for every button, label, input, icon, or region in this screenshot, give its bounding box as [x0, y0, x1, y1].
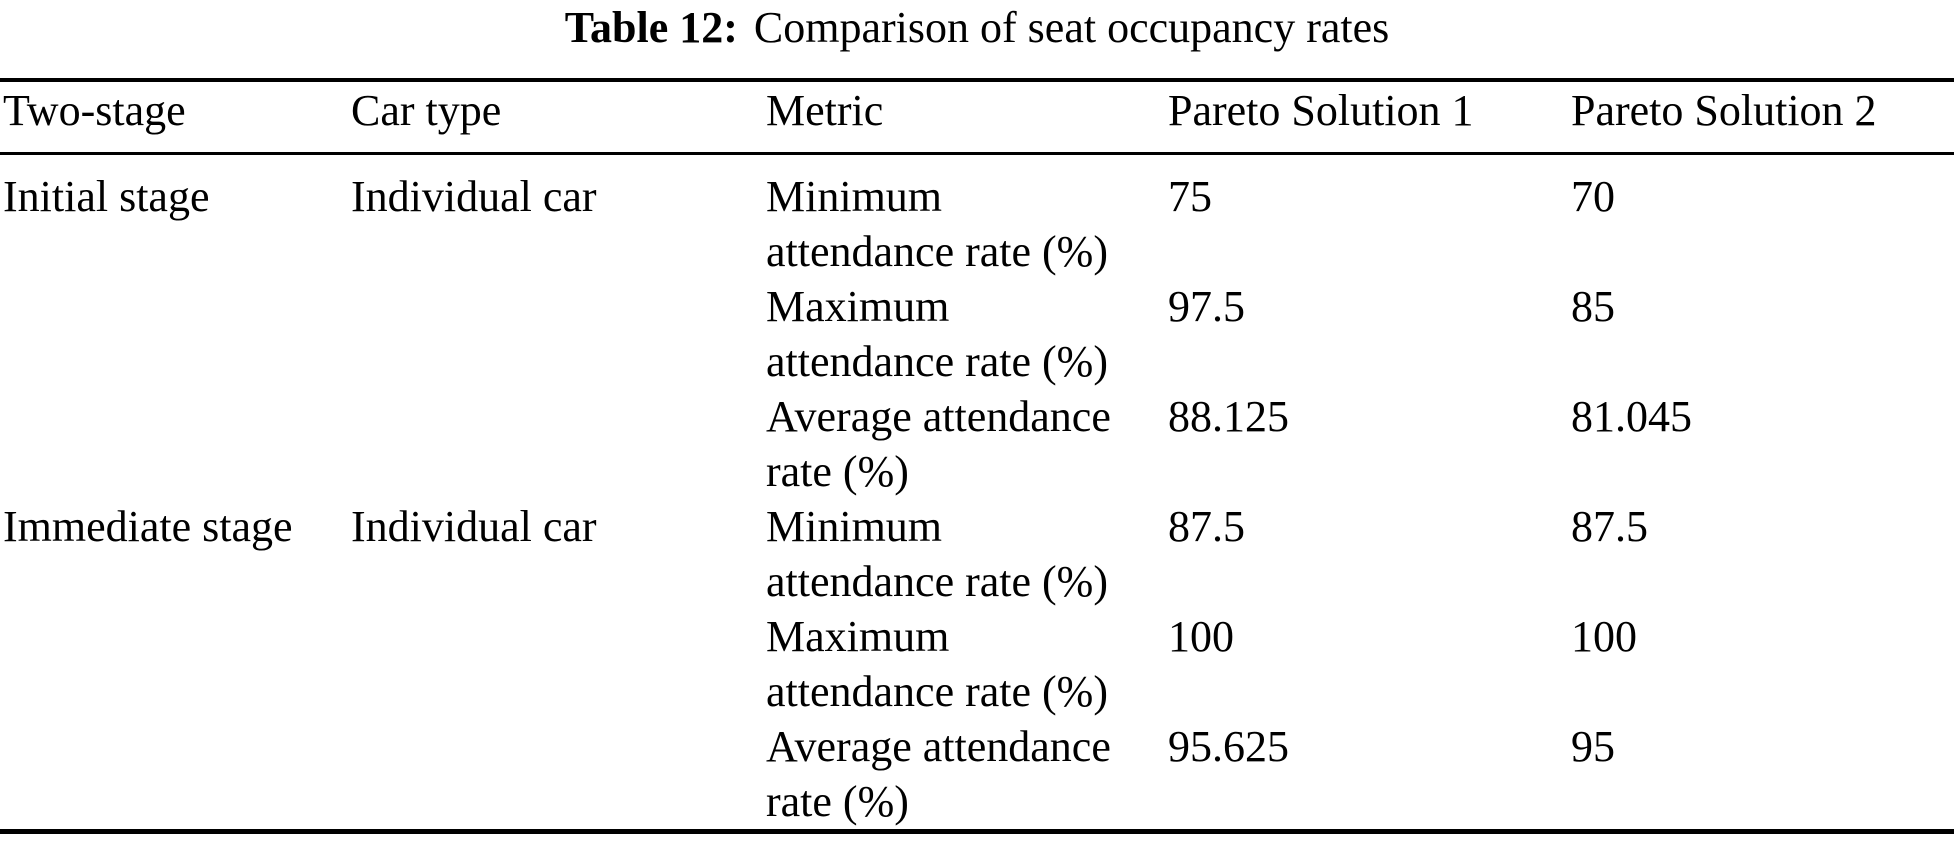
stage-cell — [0, 609, 348, 719]
metric-line-2: rate (%) — [766, 446, 909, 496]
metric-cell: Minimum attendance rate (%) — [763, 153, 1165, 279]
column-header-car-type: Car type — [351, 86, 502, 136]
pareto2-value-cell: 70 — [1571, 171, 1615, 221]
column-header-stage: Two-stage — [3, 86, 186, 136]
column-header-metric: Metric — [766, 86, 884, 136]
table-body: Initial stage Individual car Minimum att… — [0, 153, 1954, 831]
pareto1-value-cell: 87.5 — [1168, 501, 1245, 551]
stage-cell: Immediate stage — [3, 501, 293, 551]
pareto1-value-cell: 100 — [1168, 611, 1234, 661]
table-row: Average attendance rate (%) 88.125 81.04… — [0, 389, 1954, 499]
pareto1-value-cell: 95.625 — [1168, 721, 1289, 771]
metric-line-2: attendance rate (%) — [766, 226, 1108, 276]
pareto1-value-cell: 88.125 — [1168, 391, 1289, 441]
stage-cell — [0, 719, 348, 832]
metric-line-2: attendance rate (%) — [766, 336, 1108, 386]
table-caption: Table 12: Comparison of seat occupancy ra… — [0, 0, 1954, 54]
pareto1-value-cell: 75 — [1168, 171, 1212, 221]
metric-cell: Minimum attendance rate (%) — [763, 499, 1165, 609]
caption-label: Table 12: — [564, 3, 738, 52]
pareto2-value-cell: 85 — [1571, 281, 1615, 331]
car-type-cell — [348, 719, 763, 832]
car-type-cell — [348, 389, 763, 499]
pareto2-value-cell: 87.5 — [1571, 501, 1648, 551]
metric-cell: Average attendance rate (%) — [763, 389, 1165, 499]
metric-cell: Maximum attendance rate (%) — [763, 279, 1165, 389]
table-row: Immediate stage Individual car Minimum a… — [0, 499, 1954, 609]
column-header-pareto1: Pareto Solution 1 — [1168, 86, 1474, 136]
table-row: Average attendance rate (%) 95.625 95 — [0, 719, 1954, 832]
metric-line-1: Average attendance — [766, 721, 1111, 771]
car-type-cell — [348, 609, 763, 719]
pareto1-value-cell: 97.5 — [1168, 281, 1245, 331]
table-row: Maximum attendance rate (%) 97.5 85 — [0, 279, 1954, 389]
stage-cell — [0, 389, 348, 499]
car-type-cell: Individual car — [351, 171, 597, 221]
stage-cell: Initial stage — [3, 171, 210, 221]
metric-line-1: Maximum — [766, 281, 950, 331]
metric-line-1: Minimum — [766, 501, 943, 551]
pareto2-value-cell: 100 — [1571, 611, 1637, 661]
header-row: Two-stage Car type Metric Pareto Solutio… — [0, 80, 1954, 153]
metric-cell: Average attendance rate (%) — [763, 719, 1165, 832]
car-type-cell — [348, 279, 763, 389]
metric-line-1: Maximum — [766, 611, 950, 661]
table-header: Two-stage Car type Metric Pareto Solutio… — [0, 80, 1954, 153]
metric-line-1: Minimum — [766, 171, 943, 221]
metric-cell: Maximum attendance rate (%) — [763, 609, 1165, 719]
caption-text: Comparison of seat occupancy rates — [753, 3, 1390, 52]
column-header-pareto2: Pareto Solution 2 — [1571, 86, 1877, 136]
pareto2-value-cell: 95 — [1571, 721, 1615, 771]
stage-cell — [0, 279, 348, 389]
metric-line-2: attendance rate (%) — [766, 666, 1108, 716]
table-row: Maximum attendance rate (%) 100 100 — [0, 609, 1954, 719]
metric-line-1: Average attendance — [766, 391, 1111, 441]
metric-line-2: rate (%) — [766, 776, 909, 826]
car-type-cell: Individual car — [351, 501, 597, 551]
table-row: Initial stage Individual car Minimum att… — [0, 153, 1954, 279]
pareto2-value-cell: 81.045 — [1571, 391, 1692, 441]
metric-line-2: attendance rate (%) — [766, 556, 1108, 606]
seat-occupancy-table: Two-stage Car type Metric Pareto Solutio… — [0, 78, 1954, 834]
